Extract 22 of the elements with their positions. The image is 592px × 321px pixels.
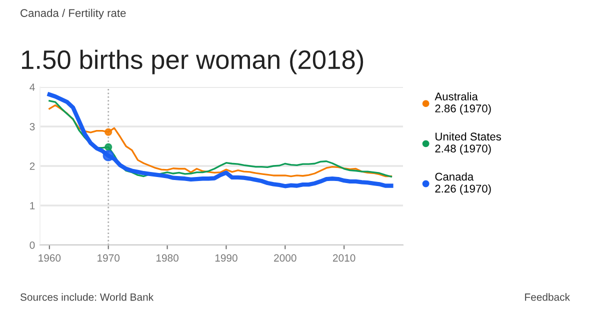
line-series [47,92,394,188]
x-tick-label: 1960 [38,254,61,262]
x-tick-label: 1970 [98,254,120,262]
text: Feedback [525,293,570,301]
x-tick-label: 2010 [333,254,356,262]
text: 2.26 (1970) [435,184,491,195]
legend-label: Australia [434,92,478,100]
y-tick-label: 2 [30,162,35,170]
y-tick-label: 4 [30,84,35,91]
chart-title: 1.50 births per woman (2018) [22,50,364,74]
y-tick-label: 0 [30,242,35,249]
y-tick-label: 3 [30,123,35,130]
x-tick-label: 1980 [156,254,178,262]
x-tick-label: 1990 [215,254,238,262]
legend-label: United States [436,132,502,141]
x-tick-label: 2000 [274,254,296,262]
text: 2.48 (1970) [435,144,491,155]
y-tick-label: 1 [30,202,35,210]
source-note: Sources include: World Bank [20,293,154,301]
text: 2.86 (1970) [435,104,491,115]
legend-label: Canada [435,172,474,181]
text: Canada / Fertility rate [20,8,126,20]
